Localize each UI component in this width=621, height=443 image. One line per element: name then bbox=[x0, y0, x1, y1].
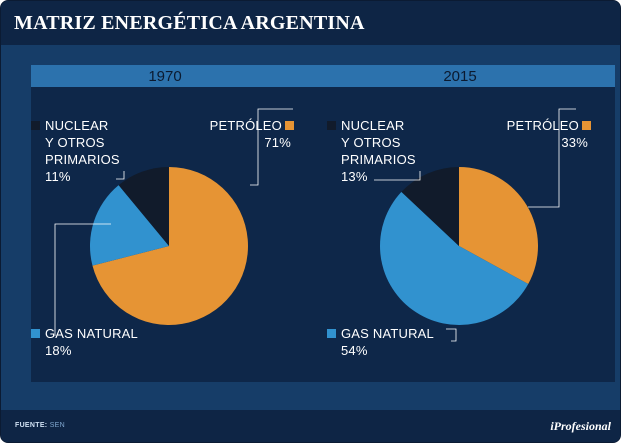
pie-slice-petroleo-2015 bbox=[459, 167, 538, 285]
label-petroleo-name: PETRÓLEO bbox=[209, 118, 282, 133]
label-petroleo-value: 71% bbox=[264, 135, 291, 150]
legend-swatch-nuclear bbox=[327, 121, 336, 130]
label-gas-name: GAS NATURAL bbox=[45, 326, 138, 341]
label-nuclear-value: 13% bbox=[341, 169, 368, 184]
label-nuclear-line2: Y OTROS bbox=[45, 135, 105, 150]
leader-line-gas-2015 bbox=[446, 328, 457, 342]
chart-title-2015: 2015 bbox=[443, 68, 477, 85]
source-note: FUENTE: SEN bbox=[15, 422, 65, 429]
legend-swatch-gas bbox=[31, 329, 40, 338]
leader-line-nuclear-2015 bbox=[374, 171, 421, 181]
legend-swatch-petroleo bbox=[285, 121, 294, 130]
leader-line-petroleo-1970 bbox=[250, 108, 293, 186]
label-nuclear-line1: NUCLEAR bbox=[45, 118, 109, 133]
label-nuclear-2015: NUCLEAR Y OTROS PRIMARIOS 13% bbox=[327, 117, 416, 185]
legend-swatch-nuclear bbox=[31, 121, 40, 130]
label-nuclear-line1: NUCLEAR bbox=[341, 118, 405, 133]
pie-slice-nuclear-2015 bbox=[401, 167, 459, 246]
label-gas-value: 18% bbox=[45, 343, 72, 358]
chart-title-1970: 1970 bbox=[148, 68, 182, 85]
label-gas-name: GAS NATURAL bbox=[341, 326, 434, 341]
chart-panel: 1970 2015 NUCLEAR Y OTROS PRIMARIOS 11% … bbox=[31, 65, 615, 382]
label-petroleo-name: PETRÓLEO bbox=[506, 118, 579, 133]
pie-charts bbox=[54, 108, 576, 342]
label-nuclear-line3: PRIMARIOS bbox=[341, 152, 416, 167]
footer: FUENTE: SEN iProfesional bbox=[1, 410, 620, 442]
source-label: FUENTE: bbox=[15, 422, 48, 429]
pie-2015 bbox=[380, 167, 538, 325]
leader-line-nuclear-1970 bbox=[116, 171, 125, 180]
brand-logo: iProfesional bbox=[550, 419, 611, 433]
label-nuclear-1970: NUCLEAR Y OTROS PRIMARIOS 11% bbox=[31, 117, 120, 185]
label-gas-2015: GAS NATURAL 54% bbox=[327, 325, 434, 359]
year-bar: 1970 2015 bbox=[31, 65, 615, 87]
title-bar: MATRIZ ENERGÉTICA ARGENTINA bbox=[1, 1, 620, 45]
pie-1970 bbox=[90, 167, 248, 325]
source-value: SEN bbox=[49, 422, 65, 429]
page-title: MATRIZ ENERGÉTICA ARGENTINA bbox=[14, 12, 365, 34]
pie-slice-gas-1970 bbox=[90, 185, 169, 266]
leader-line-petroleo-2015 bbox=[528, 108, 576, 208]
label-gas-1970: GAS NATURAL 18% bbox=[31, 325, 138, 359]
pie-slice-petroleo-1970 bbox=[92, 167, 248, 325]
label-petroleo-2015: PETRÓLEO 33% bbox=[493, 117, 591, 151]
pie-slice-nuclear-1970 bbox=[118, 167, 169, 246]
pie-slice-gas-2015 bbox=[380, 191, 529, 325]
label-nuclear-value: 11% bbox=[45, 169, 71, 184]
label-nuclear-line2: Y OTROS bbox=[341, 135, 401, 150]
label-gas-value: 54% bbox=[341, 343, 368, 358]
label-petroleo-value: 33% bbox=[561, 135, 588, 150]
label-petroleo-1970: PETRÓLEO 71% bbox=[207, 117, 294, 151]
label-nuclear-line3: PRIMARIOS bbox=[45, 152, 120, 167]
legend-swatch-petroleo bbox=[582, 121, 591, 130]
legend-swatch-gas bbox=[327, 329, 336, 338]
leader-line-gas-1970 bbox=[54, 223, 111, 336]
